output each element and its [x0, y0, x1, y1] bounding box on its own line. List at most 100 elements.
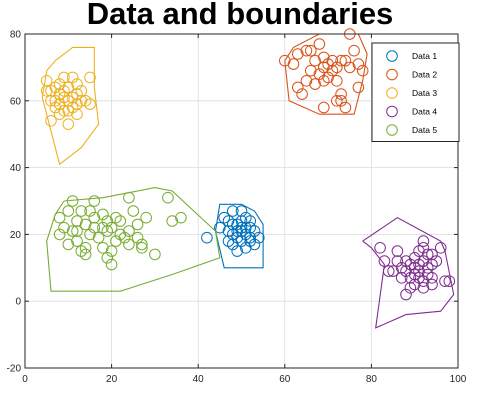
data-point — [62, 95, 75, 107]
data-point — [127, 205, 140, 217]
data-point — [417, 235, 430, 247]
data-point — [231, 245, 243, 257]
data-point — [344, 61, 356, 74]
data-point — [66, 91, 79, 104]
data-point — [408, 278, 421, 291]
data-point — [318, 101, 330, 114]
data-point — [79, 248, 92, 261]
data-point — [71, 78, 83, 90]
data-point — [335, 88, 347, 100]
data-point — [62, 238, 75, 251]
x-tick-label: 100 — [450, 374, 467, 385]
plot-area — [40, 28, 456, 329]
data-point — [426, 272, 438, 284]
data-point — [62, 81, 75, 94]
data-point — [235, 215, 248, 227]
data-point — [75, 205, 88, 217]
legend-marker — [386, 105, 398, 118]
data-point — [240, 221, 252, 234]
boundary-polygon — [41, 46, 100, 166]
data-point — [318, 51, 330, 64]
data-point — [175, 211, 187, 224]
data-point — [114, 228, 127, 241]
boundary-polygon — [284, 33, 368, 115]
data-point — [66, 71, 79, 84]
data-point — [292, 81, 304, 94]
data-point — [244, 231, 256, 244]
data-point — [400, 255, 412, 267]
data-point — [331, 95, 343, 107]
y-tick-label: 40 — [10, 163, 22, 174]
data-point — [300, 75, 313, 87]
data-point — [88, 195, 101, 207]
data-point — [123, 191, 135, 204]
data-point — [356, 64, 369, 77]
data-point — [92, 231, 105, 244]
data-point — [66, 195, 79, 207]
data-point — [71, 88, 83, 100]
x-tick-label: 80 — [366, 374, 378, 385]
data-point — [331, 61, 343, 74]
legend-label: Data 1 — [412, 51, 437, 61]
data-point — [252, 231, 265, 244]
data-point — [227, 238, 239, 251]
data-point — [417, 255, 430, 267]
x-tick-label: 20 — [106, 374, 118, 385]
data-point — [62, 118, 75, 130]
data-point — [162, 191, 174, 204]
legend-label: Data 5 — [412, 125, 437, 135]
data-point — [101, 251, 114, 264]
data-point — [300, 44, 313, 57]
y-tick-label: 20 — [10, 230, 22, 241]
data-point — [417, 275, 430, 288]
data-point — [123, 225, 135, 237]
data-point — [382, 265, 395, 277]
data-point — [136, 238, 148, 251]
legend-marker — [386, 68, 398, 81]
data-point — [434, 242, 447, 254]
data-point — [45, 85, 57, 97]
data-point — [339, 54, 352, 67]
legend-label: Data 3 — [412, 88, 437, 98]
data-point — [58, 105, 70, 117]
data-point — [140, 211, 152, 224]
data-point — [105, 258, 118, 271]
data-point — [408, 262, 421, 274]
data-point — [244, 221, 256, 234]
data-point — [40, 75, 53, 87]
data-point — [421, 262, 434, 274]
legend-label: Data 2 — [412, 70, 437, 80]
data-point — [244, 215, 256, 227]
data-point — [79, 218, 92, 231]
y-tick-label: 80 — [10, 30, 22, 41]
data-point — [313, 68, 326, 80]
data-point — [339, 101, 352, 114]
data-point — [62, 105, 75, 117]
data-point — [75, 85, 88, 97]
data-point — [235, 221, 248, 234]
boundary-polygon — [214, 203, 264, 269]
data-point — [53, 228, 66, 241]
data-point — [149, 248, 161, 261]
data-point — [413, 272, 425, 284]
data-point — [105, 245, 118, 257]
legend[interactable]: Data 1 Data 2 Data 3 Data 4 Data 5 — [371, 42, 460, 142]
data-point — [387, 265, 399, 277]
data-point — [231, 225, 243, 237]
legend-marker — [386, 50, 398, 62]
data-point — [335, 54, 347, 67]
data-point — [417, 282, 430, 294]
data-point — [58, 71, 70, 84]
series-3 — [40, 46, 100, 166]
data-point — [58, 91, 70, 104]
data-point — [218, 211, 230, 224]
data-point — [426, 278, 438, 291]
data-point — [84, 205, 96, 217]
data-point — [97, 208, 109, 221]
data-point — [49, 101, 62, 114]
legend-marker — [386, 124, 398, 136]
data-point — [45, 115, 57, 127]
data-point — [101, 215, 114, 227]
x-tick-label: 40 — [193, 374, 205, 385]
